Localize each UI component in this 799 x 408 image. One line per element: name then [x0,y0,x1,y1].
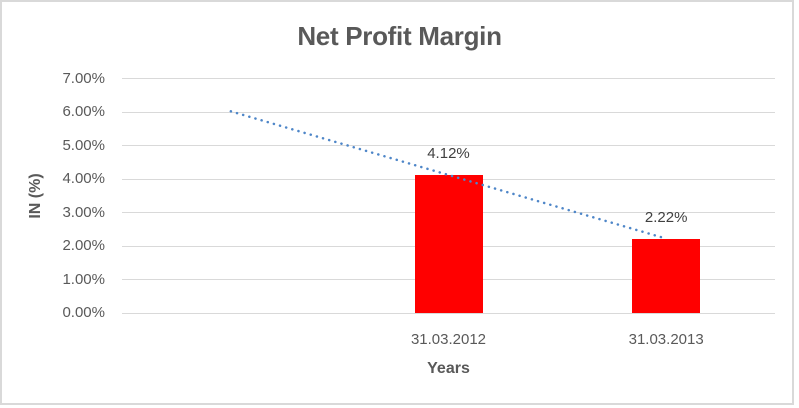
y-tick-label: 0.00% [62,304,105,321]
bar-31.03.2013 [632,238,701,313]
bar-data-label: 2.22% [644,208,688,226]
y-tick-label: 4.00% [62,170,105,187]
y-tick-label: 2.00% [62,237,105,254]
x-axis-title: Years [427,360,470,377]
y-tick-label: 1.00% [62,270,105,288]
y-tick-label: 6.00% [62,103,105,120]
bar-31.03.2012 [414,174,483,313]
x-tick-label: 31.03.2013 [628,331,704,348]
y-tick-label: 7.00% [62,69,105,87]
chart-title: Net Profit Margin [297,21,502,51]
bar-data-label: 4.12% [427,144,470,162]
gridline-6.00% [122,111,775,113]
y-tick-label: 3.00% [62,203,105,221]
gridline-7.00% [122,78,775,79]
gridline-0.00% [122,312,775,314]
y-tick-label: 5.00% [62,136,105,154]
x-tick-label: 31.03.2012 [410,331,487,348]
